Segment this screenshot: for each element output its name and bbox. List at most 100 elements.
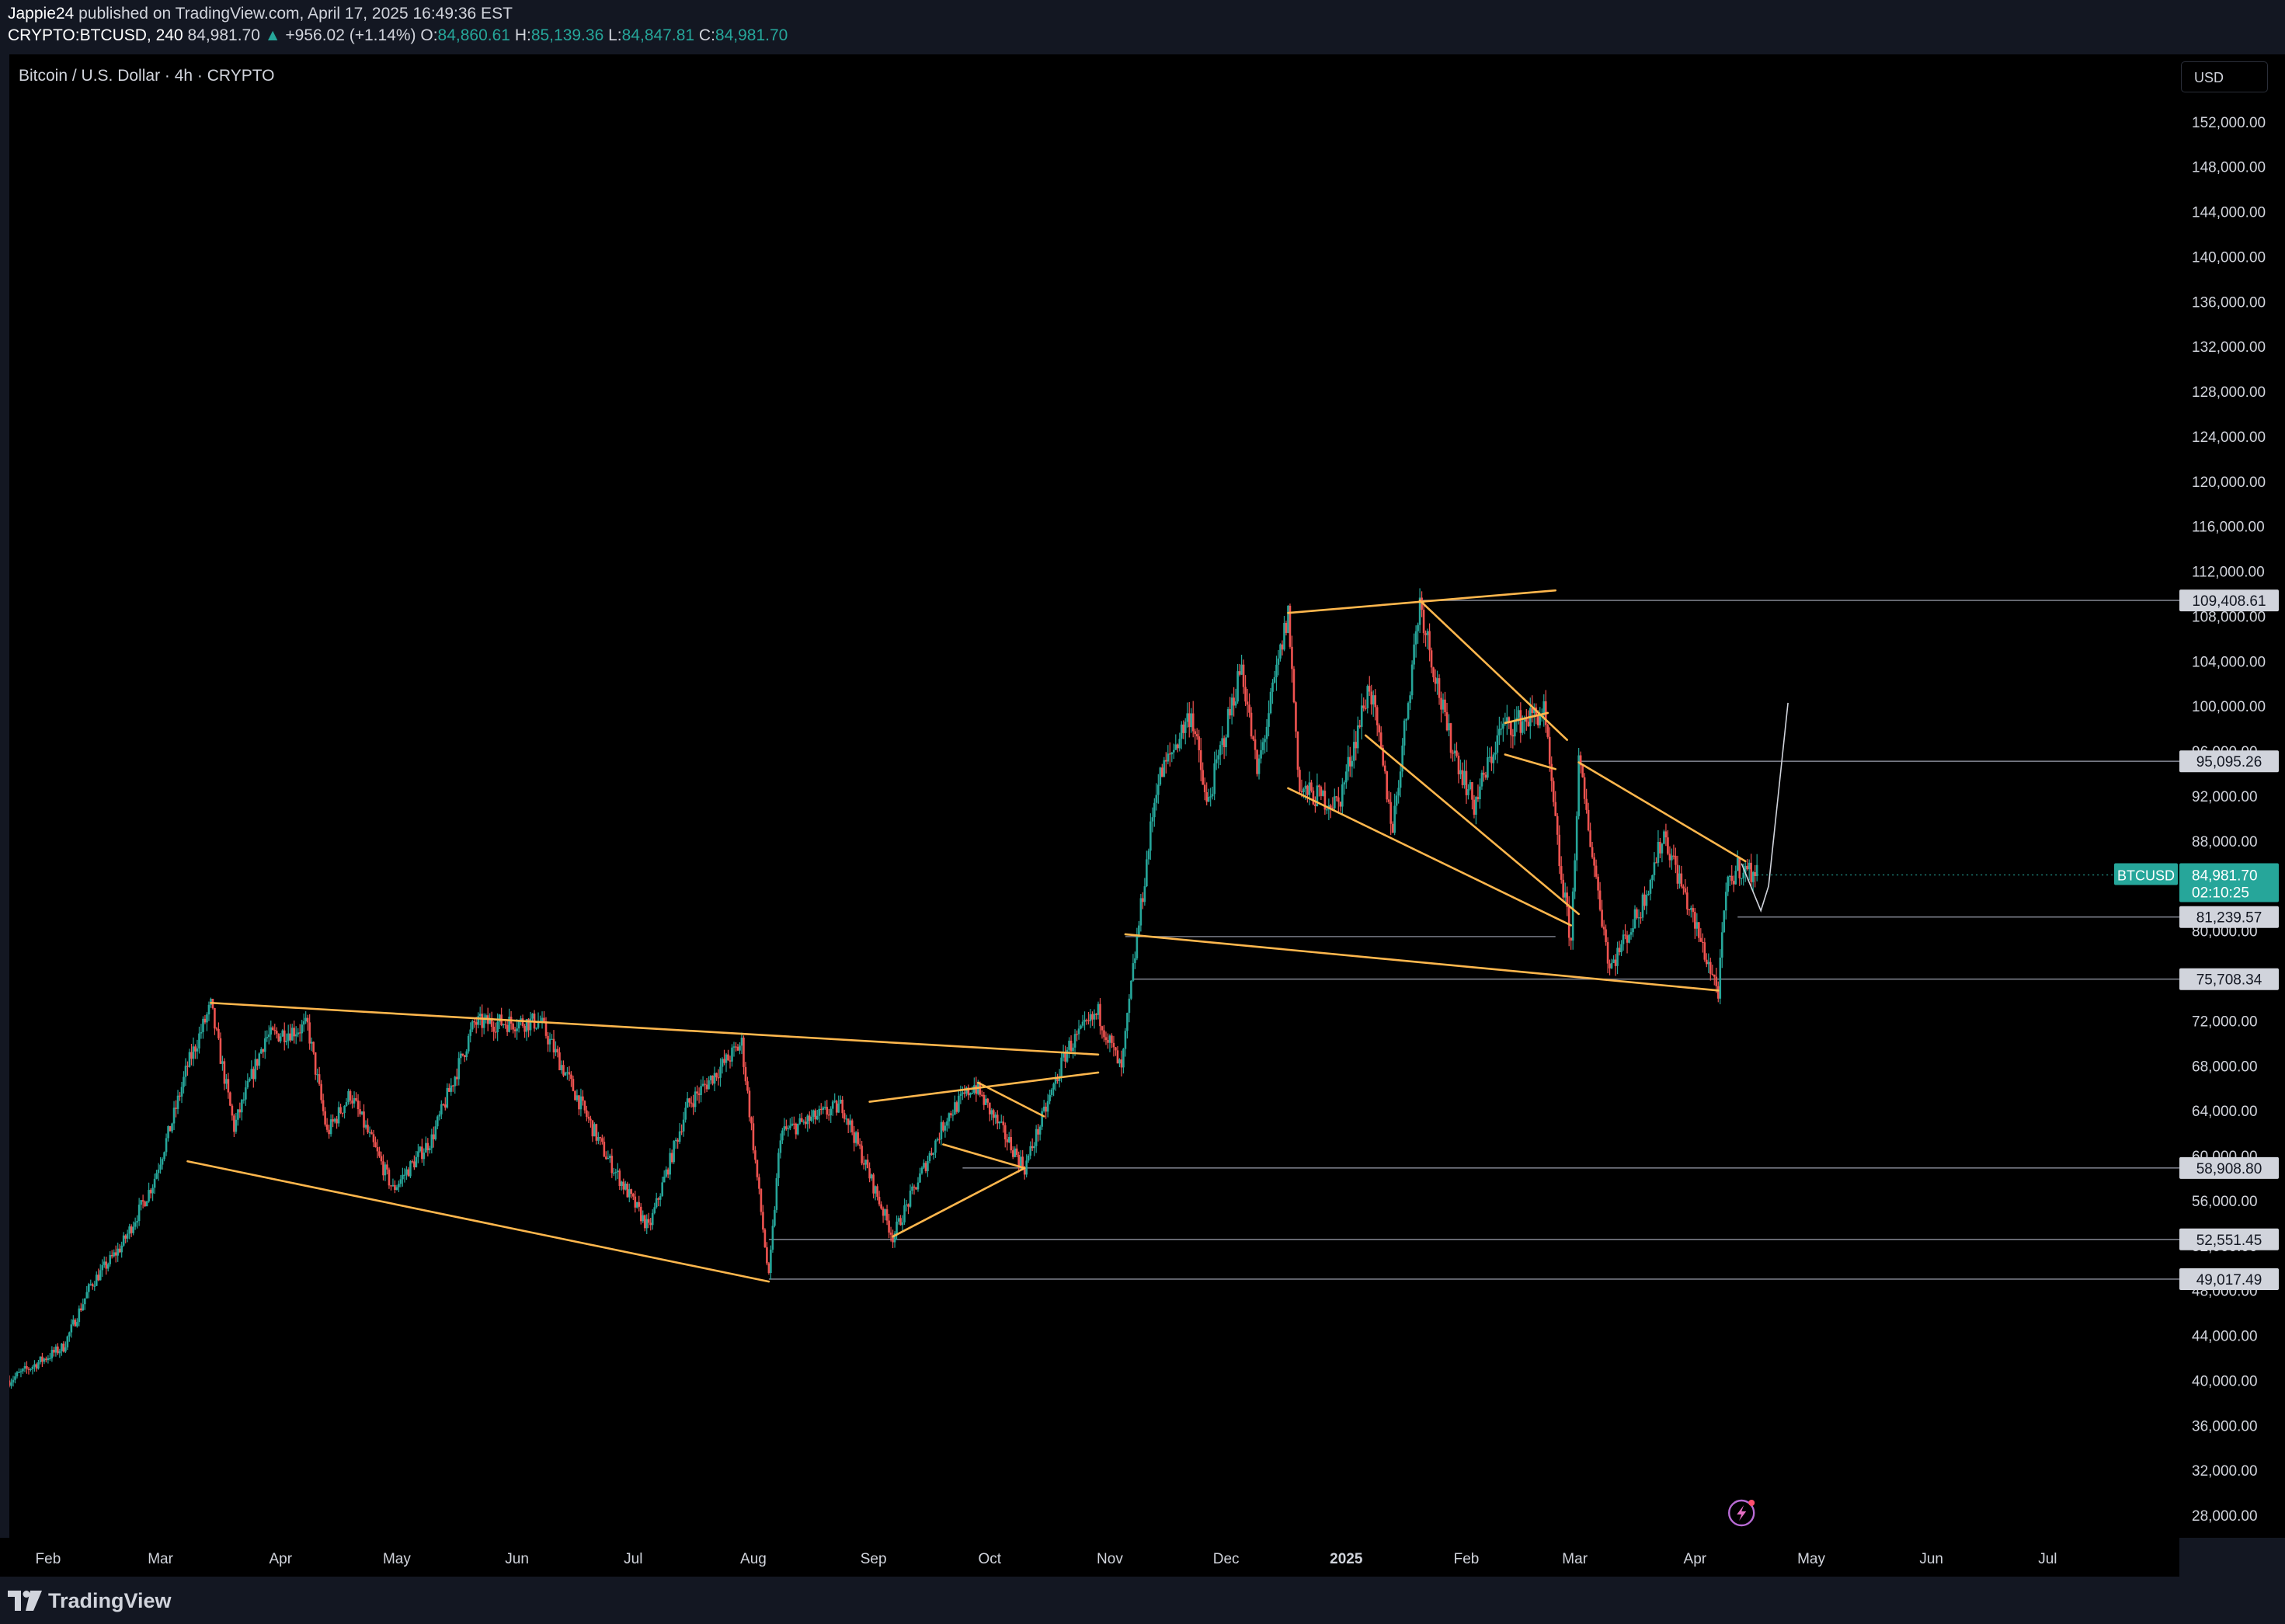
candle-body bbox=[455, 1076, 458, 1080]
candle-body bbox=[103, 1261, 106, 1265]
candle-body bbox=[517, 1021, 520, 1029]
candle-body bbox=[1713, 974, 1716, 977]
candle-body bbox=[207, 1004, 210, 1015]
candle-body bbox=[916, 1182, 920, 1190]
candle-body bbox=[225, 1079, 228, 1084]
candle-body bbox=[1234, 701, 1237, 706]
candle-body bbox=[141, 1200, 144, 1202]
candle-body bbox=[583, 1101, 586, 1111]
candle-body bbox=[1049, 1094, 1051, 1101]
candle-body bbox=[1128, 998, 1131, 1014]
candle-body bbox=[496, 1021, 499, 1033]
candle-body bbox=[1168, 753, 1171, 755]
candle-body bbox=[801, 1118, 803, 1122]
time-axis[interactable]: Feb Mar Apr May Jun Jul Aug Sep Oct Nov Dec 2025 Feb… bbox=[0, 1538, 2179, 1577]
candle-body bbox=[1054, 1079, 1057, 1084]
candle-body bbox=[682, 1119, 685, 1132]
candle-body bbox=[870, 1174, 873, 1179]
candle-body bbox=[1132, 963, 1135, 981]
candle-body bbox=[68, 1332, 71, 1337]
candle-body bbox=[35, 1364, 38, 1369]
candle-body bbox=[384, 1164, 387, 1176]
chart-pane[interactable]: BTCUSD bbox=[9, 54, 2179, 1538]
candle-body bbox=[144, 1201, 146, 1207]
candle-body bbox=[1287, 606, 1289, 633]
tradingview-logo[interactable]: TradingView bbox=[8, 1587, 172, 1614]
price-chart[interactable]: BTCUSD bbox=[9, 54, 2179, 1538]
candle-body bbox=[1742, 872, 1745, 878]
candle-body bbox=[1295, 702, 1297, 732]
candle-body bbox=[1157, 784, 1160, 795]
candle-body bbox=[950, 1113, 952, 1115]
candle-body bbox=[1126, 1013, 1129, 1031]
candle-body bbox=[1345, 771, 1348, 783]
candle-body bbox=[1552, 781, 1555, 802]
candle-body bbox=[130, 1226, 133, 1233]
time-tick-label: Apr bbox=[269, 1551, 292, 1567]
candle-body bbox=[1211, 794, 1214, 797]
candle-body bbox=[273, 1030, 276, 1031]
currency-button[interactable]: USD bbox=[2181, 61, 2268, 92]
price-axis[interactable]: 156,000.00152,000.00148,000.00144,000.00… bbox=[2179, 54, 2285, 1538]
candle-body bbox=[1217, 755, 1219, 760]
candle-body bbox=[847, 1118, 850, 1125]
level-price-label-bg bbox=[2179, 1228, 2279, 1250]
candle-body bbox=[798, 1118, 802, 1124]
candle-body bbox=[1015, 1148, 1018, 1155]
candle-body bbox=[1668, 854, 1671, 861]
candle-body bbox=[1083, 1020, 1086, 1022]
candle-body bbox=[814, 1110, 817, 1120]
candle-body bbox=[924, 1163, 927, 1171]
candle-body bbox=[880, 1204, 882, 1209]
candle-body bbox=[1755, 864, 1758, 877]
chart-title: Bitcoin / U.S. Dollar · 4h · CRYPTO bbox=[19, 67, 275, 85]
level-price-label-bg bbox=[2179, 906, 2279, 928]
candle-body bbox=[609, 1156, 611, 1158]
time-tick-label: May bbox=[383, 1551, 411, 1567]
candle-body bbox=[298, 1032, 301, 1034]
candle-body bbox=[740, 1038, 743, 1046]
candle-body bbox=[822, 1107, 825, 1110]
candle-body bbox=[85, 1292, 89, 1299]
candle-body bbox=[1397, 788, 1400, 796]
candle-body bbox=[674, 1139, 677, 1142]
candle-body bbox=[219, 1038, 222, 1064]
candle-body bbox=[113, 1252, 116, 1257]
candle-body bbox=[1273, 676, 1276, 683]
candle-body bbox=[1449, 723, 1452, 753]
candle-body bbox=[126, 1233, 129, 1239]
candle-body bbox=[398, 1184, 400, 1188]
candle-body bbox=[1027, 1155, 1030, 1161]
candle-body bbox=[343, 1105, 346, 1114]
candle-body bbox=[31, 1366, 34, 1369]
candle-body bbox=[831, 1101, 834, 1109]
candle-body bbox=[37, 1362, 40, 1369]
candle-body bbox=[122, 1235, 125, 1246]
candle-body bbox=[1393, 805, 1396, 833]
candle-body bbox=[1382, 747, 1385, 766]
candle-body bbox=[992, 1110, 995, 1118]
candle-body bbox=[888, 1220, 890, 1233]
candle-body bbox=[325, 1124, 329, 1130]
candle-body bbox=[1283, 623, 1285, 650]
candle-body bbox=[194, 1046, 197, 1052]
candle-body bbox=[713, 1073, 716, 1084]
candle-body bbox=[380, 1156, 383, 1162]
candle-body bbox=[1033, 1146, 1035, 1149]
candle-body bbox=[49, 1358, 51, 1359]
candle-body bbox=[260, 1049, 263, 1054]
bar-countdown: 02:10:25 bbox=[2192, 885, 2249, 902]
candle-body bbox=[590, 1118, 592, 1121]
candle-body bbox=[1136, 936, 1139, 958]
price-tick-label: 124,000.00 bbox=[2192, 429, 2266, 446]
publisher-username[interactable]: Jappie24 bbox=[8, 5, 75, 23]
candle-body bbox=[227, 1079, 230, 1093]
candle-body bbox=[372, 1134, 375, 1142]
candle-body bbox=[200, 1031, 203, 1034]
candle-body bbox=[451, 1085, 454, 1087]
candle-body bbox=[1738, 857, 1741, 878]
candle-body bbox=[1322, 791, 1324, 796]
candle-body bbox=[826, 1107, 829, 1115]
candle-body bbox=[1003, 1125, 1007, 1139]
candle-body bbox=[944, 1125, 947, 1131]
